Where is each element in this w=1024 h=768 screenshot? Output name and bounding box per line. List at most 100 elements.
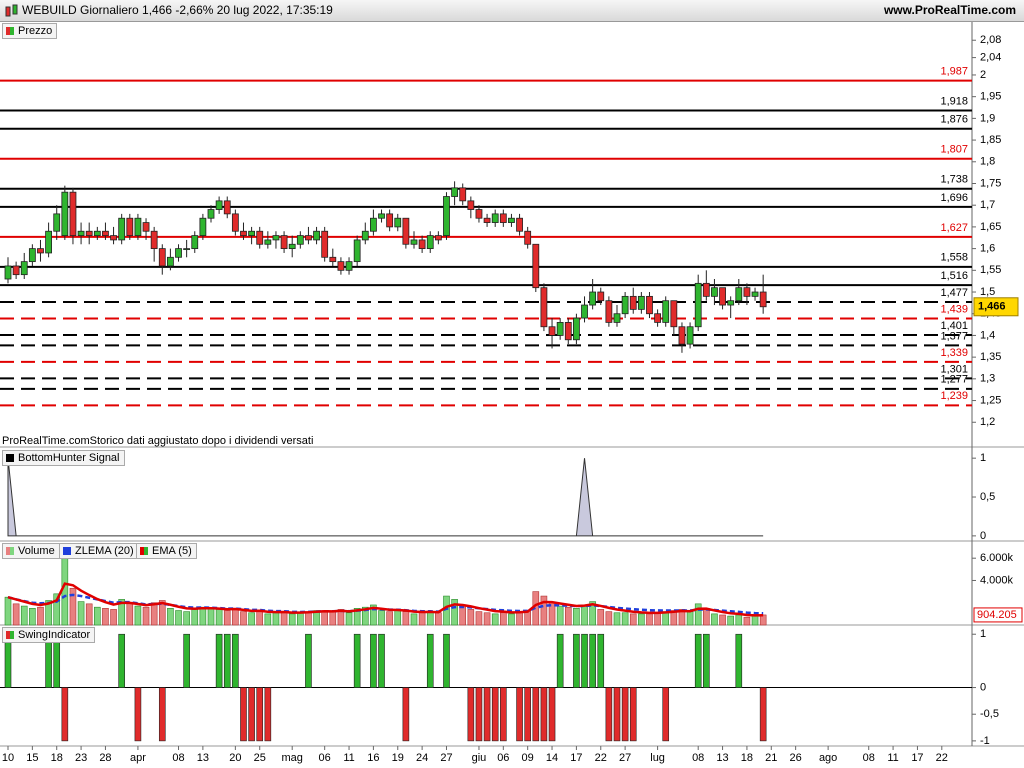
candle-body: [637, 295, 645, 310]
swing-bar: [248, 687, 255, 742]
x-tick-label: 23: [75, 752, 87, 764]
swing-bar: [694, 633, 702, 688]
volume-bar: [483, 612, 491, 626]
candle-body: [589, 291, 597, 306]
candle-body: [85, 230, 93, 236]
candle-body: [134, 217, 142, 236]
x-tick-label: 22: [936, 752, 948, 764]
swing-bar: [240, 687, 247, 742]
candle-body: [564, 322, 572, 341]
legend-item: EMA (5): [136, 543, 197, 559]
candle-body: [288, 243, 296, 250]
candle-body: [53, 213, 61, 232]
swing-bar: [467, 687, 475, 742]
level-label: 1,339: [940, 347, 968, 359]
volume-bar: [126, 602, 134, 626]
legend-item: ZLEMA (20): [59, 543, 139, 559]
site-name: www.ProRealTime.com: [883, 3, 1016, 17]
x-tick-label: 17: [570, 752, 582, 764]
swing-bar: [759, 687, 767, 742]
x-tick-label: 27: [440, 752, 452, 764]
x-tick-label: 15: [26, 752, 38, 764]
x-tick-label: ago: [819, 752, 837, 764]
candle-body: [361, 230, 369, 241]
swing-bar: [597, 633, 605, 688]
x-tick-label: 13: [716, 752, 728, 764]
candle-body: [150, 230, 158, 250]
x-tick-label: 21: [765, 752, 777, 764]
x-tick-label: 22: [595, 752, 607, 764]
volume-bar: [727, 615, 734, 626]
candle-body: [516, 217, 523, 232]
candle-body: [719, 287, 726, 306]
volume-bar: [581, 604, 588, 626]
legend-text: ZLEMA (20): [75, 545, 134, 557]
y-tick-label: 1,2: [980, 416, 995, 428]
swing-bar: [621, 687, 629, 742]
y-tick-label: 1,8: [980, 156, 995, 168]
swing-bar: [548, 687, 556, 742]
volume-bar: [629, 613, 637, 626]
panel-label: SwingIndicator: [2, 627, 96, 643]
last-volume-box: [973, 607, 1023, 623]
volume-bar: [394, 610, 402, 626]
level-label: 1,807: [940, 144, 968, 156]
candle-body: [110, 235, 117, 241]
candle-body: [20, 261, 28, 276]
volume-bar: [597, 609, 605, 626]
volume-bar: [686, 611, 694, 626]
x-tick-label: apr: [130, 752, 146, 764]
candle-body: [532, 243, 540, 289]
level-label: 1,627: [940, 222, 968, 234]
candle-body: [711, 287, 718, 297]
x-tick-label: mag: [281, 752, 302, 764]
volume-bar: [467, 609, 475, 626]
x-tick-label: 09: [522, 752, 534, 764]
level-label: 1,516: [940, 270, 968, 282]
x-tick-label: 10: [2, 752, 14, 764]
volume-bar: [158, 600, 166, 626]
volume-bar: [654, 612, 661, 626]
candle-body: [434, 235, 442, 241]
candle-body: [581, 304, 588, 319]
swing-bar: [305, 633, 312, 688]
swing-bar: [703, 633, 710, 688]
volume-bar: [223, 610, 231, 626]
y-tick-label: 1,95: [980, 91, 1001, 103]
volume-bar: [77, 601, 85, 626]
volume-bar: [621, 612, 629, 626]
x-tick-label: 14: [546, 752, 558, 764]
candle-body: [654, 313, 661, 323]
volume-bar: [248, 612, 255, 626]
candle-body: [483, 217, 491, 223]
candle-body: [215, 200, 223, 210]
volume-bar: [102, 608, 109, 626]
level-label: 1,876: [940, 114, 968, 126]
candle-body: [158, 248, 166, 267]
volume-bar: [475, 611, 483, 626]
y-tick-label: -0,5: [980, 708, 999, 720]
swing-bar: [500, 687, 507, 742]
volume-bar: [370, 604, 377, 626]
y-tick-label: 0: [980, 681, 986, 693]
x-tick-label: 08: [172, 752, 184, 764]
y-tick-label: -1: [980, 735, 990, 747]
volume-bar: [402, 611, 410, 626]
volume-bar: [280, 611, 288, 626]
swing-bar: [61, 687, 69, 742]
x-tick-label: 18: [741, 752, 753, 764]
volume-bar: [45, 600, 52, 626]
swing-bar: [662, 687, 670, 742]
volume-bar: [759, 614, 767, 626]
candle-body: [207, 209, 215, 219]
swing-bar: [215, 633, 223, 688]
candle-body: [353, 239, 361, 263]
candle-body: [329, 256, 337, 263]
x-tick-label: 19: [392, 752, 404, 764]
swing-bar: [134, 687, 142, 742]
candle-body: [727, 300, 735, 306]
candle-body: [280, 235, 288, 250]
candle-body: [573, 317, 580, 341]
swing-bar: [232, 633, 239, 688]
